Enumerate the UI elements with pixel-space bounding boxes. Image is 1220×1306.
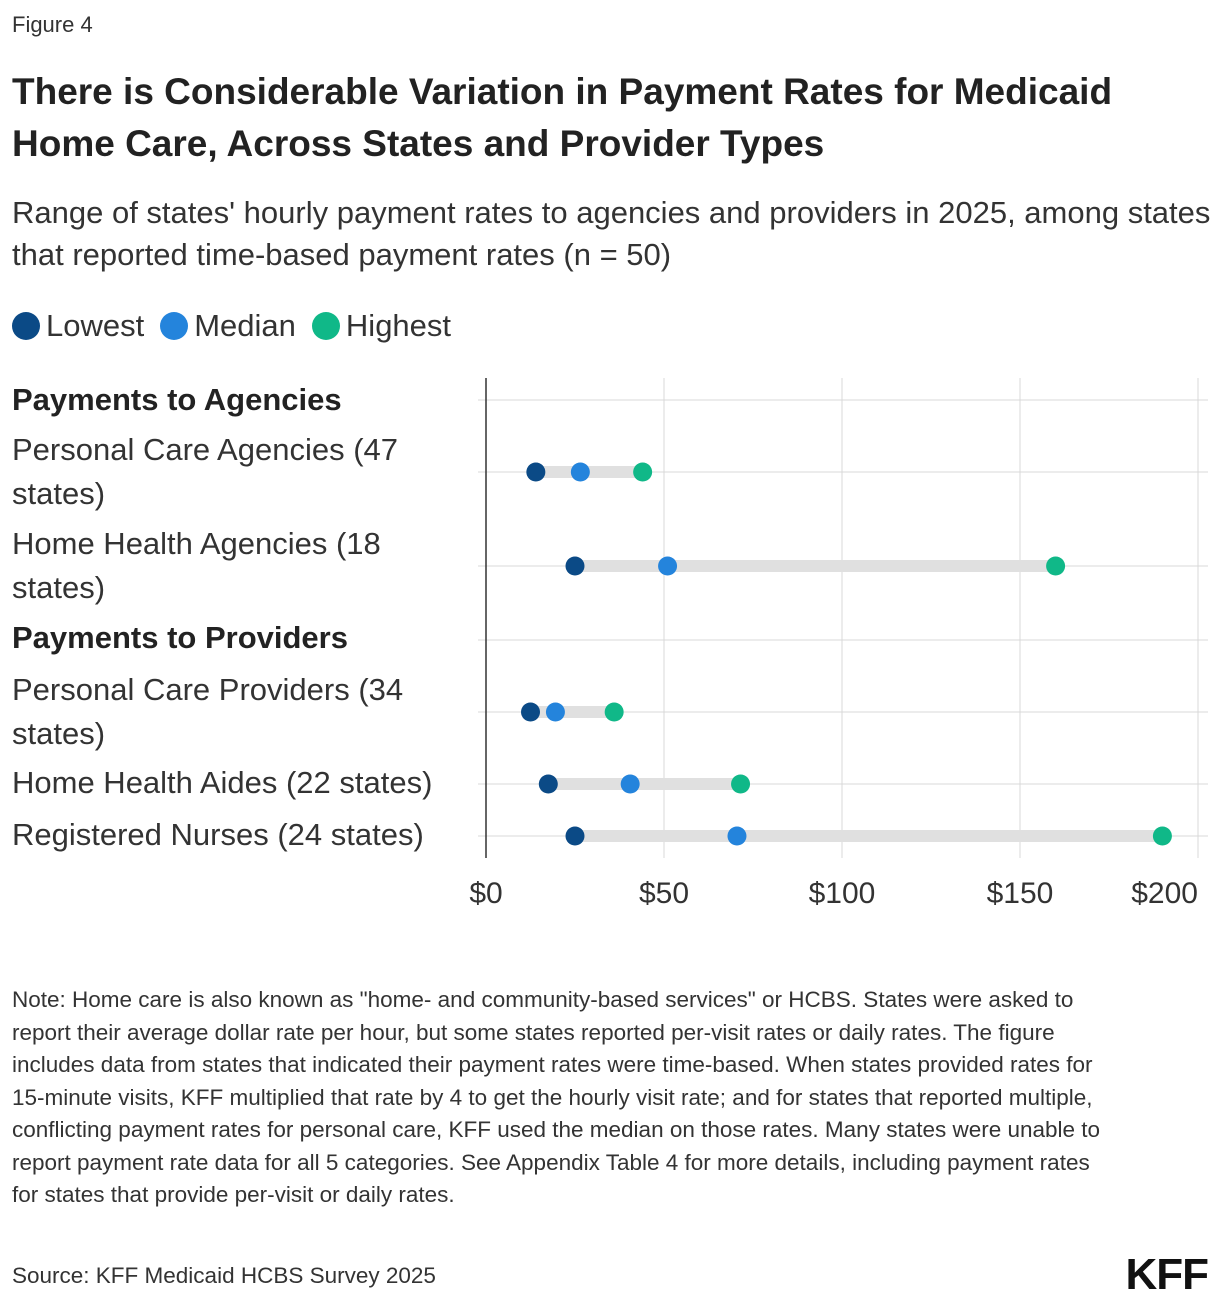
legend-item-median: Median [160,308,296,344]
dot-median [727,826,747,846]
x-tick-label: $200 [1131,877,1198,910]
dot-median [570,462,590,482]
x-tick-label: $100 [809,877,876,910]
chart-subtitle: Range of states' hourly payment rates to… [12,195,1211,272]
row-label-personal-care-providers: Personal Care Providers (34 states) [12,672,404,751]
legend: Lowest Median Highest [12,308,467,344]
chart-title: There is Considerable Variation in Payme… [12,71,1113,164]
range-bars-layer [530,466,1163,842]
figure-label: Figure 4 [12,12,93,37]
dumbbell-chart: $0 $50 $100 $150 $200 [469,378,1208,910]
row-label-home-health-aides: Home Health Aides (22 states) [12,765,433,800]
dot-lowest [565,556,585,576]
legend-dot-lowest [12,312,40,340]
dot-highest [731,774,751,794]
legend-dot-median [160,312,189,340]
legend-dot-highest [311,312,340,340]
kff-logo: KFF [1125,1250,1209,1299]
dots-layer [521,462,1172,846]
dot-highest [604,702,624,722]
chart-note: Note: Home care is also known as "home- … [12,987,1101,1207]
x-tick-label: $0 [469,877,502,910]
dot-highest [633,462,653,482]
dot-lowest [538,774,558,794]
x-tick-label: $150 [987,877,1054,910]
group-label-agencies: Payments to Agencies [12,382,342,417]
dot-highest [1152,826,1172,846]
row-label-personal-care-agencies: Personal Care Agencies (47 states) [12,432,399,511]
dot-median [658,556,678,576]
x-tick-label: $50 [639,877,689,910]
legend-label-highest: Highest [345,308,452,343]
legend-label-lowest: Lowest [46,308,145,343]
dot-lowest [526,462,546,482]
legend-item-lowest: Lowest [12,308,144,344]
tick-labels-layer: $0 $50 $100 $150 $200 [469,877,1198,910]
row-label-home-health-agencies: Home Health Agencies (18 states) [12,526,381,605]
dot-highest [1046,556,1066,576]
row-label-registered-nurses: Registered Nurses (24 states) [12,817,424,852]
legend-label-median: Median [194,308,296,343]
dot-lowest [521,702,540,722]
group-label-providers: Payments to Providers [12,620,348,655]
dot-median [545,702,565,722]
chart-source: Source: KFF Medicaid HCBS Survey 2025 [12,1263,436,1288]
dot-lowest [565,826,585,846]
dot-median [620,774,640,794]
legend-item-highest: Highest [311,308,452,344]
